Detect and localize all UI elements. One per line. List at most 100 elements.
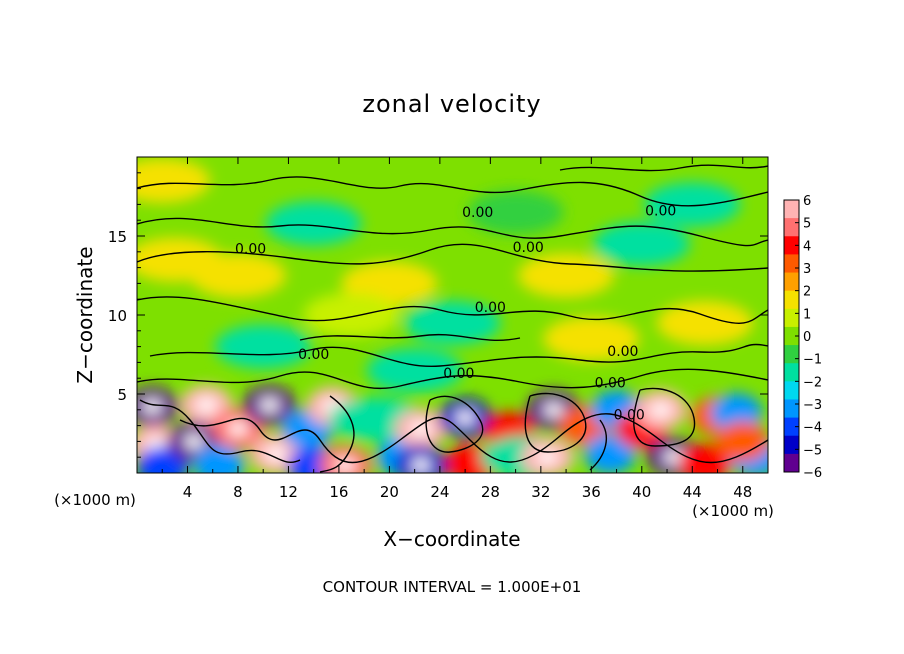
velocity-cell [303,293,400,337]
colorbar-swatch [784,218,799,237]
colorbar-label: 2 [803,285,811,300]
colorbar-label: −1 [803,353,822,368]
velocity-cell [644,182,741,227]
colorbar-label: 3 [803,262,811,277]
contour-line [179,413,768,464]
x-tick-label: 20 [380,483,399,501]
x-axis: 4 8 12 16 20 24 28 32 36 40 44 48 [161,157,752,501]
velocity-core [183,434,204,449]
colorbar-label: −4 [803,421,822,436]
velocity-cell [678,443,731,473]
x-axis-label: X−coordinate [383,527,520,551]
velocity-core [259,398,280,413]
x-tick-label: 12 [279,483,298,501]
x-tick-label: 8 [233,483,243,501]
colorbar-label: 1 [803,307,811,322]
colorbar-swatch [784,200,799,219]
y-tick-label: 15 [108,228,127,246]
velocity-core [663,450,684,465]
colorbar-label: 5 [803,217,811,232]
velocity-cell [404,300,501,345]
x-tick-label: 36 [582,483,601,501]
colorbar-swatch [784,254,799,274]
x-tick-label: 40 [632,483,651,501]
colorbar-label: 4 [803,239,811,254]
field-blobs [137,158,768,473]
zero-contours [137,164,768,473]
colorbar-label: −3 [803,398,822,413]
contour-label: 0.00 [595,376,626,392]
contour-interval-note: CONTOUR INTERVAL = 1.000E+01 [323,578,582,596]
contour-label: 0.00 [645,203,676,219]
velocity-core [410,458,431,473]
x-tick-label: 4 [183,483,193,501]
contour-line [319,395,355,473]
contour-line [524,392,587,453]
velocity-core [227,421,248,436]
velocity-cell [467,190,564,235]
contour-line [633,387,696,447]
velocity-cell [716,421,768,462]
colorbar-swatch [784,326,799,346]
colorbar-swatch [784,453,799,473]
y-axis-label: Z−coordinate [73,246,97,383]
colorbar-swatch [784,399,799,419]
colorbar-swatch [784,381,799,400]
contour-label: 0.00 [235,241,266,257]
velocity-cell [215,324,312,369]
contour-line [559,164,768,172]
x-tick-label: 32 [531,483,550,501]
y-tick-label: 10 [108,307,127,325]
chart-title: zonal velocity [362,90,541,118]
contour-line [137,296,768,324]
colorbar-swatch [784,363,799,382]
contour-label: 0.00 [475,300,506,316]
colorbar-label: −5 [803,443,822,458]
velocity-cell [137,158,211,203]
velocity-core [543,402,564,417]
contour-label: 0.00 [513,240,544,256]
contour-line [589,419,608,471]
y-axis: 5 10 15 [108,172,768,458]
contour-label: 0.00 [614,407,645,423]
x-tick-label: 44 [683,483,702,501]
velocity-cell [656,300,753,345]
velocity-core [335,458,356,473]
x-tick-label: 16 [329,483,348,501]
contour-line [425,395,484,453]
contour-label: 0.00 [462,205,493,221]
colorbar-swatch [784,290,799,310]
velocity-core [537,450,558,465]
velocity-core [455,410,476,425]
colorbar-label: 6 [803,194,811,209]
x-tick-label: 48 [733,483,752,501]
velocity-cell [265,201,362,246]
velocity-cell [543,316,640,361]
contour-line [139,399,301,463]
colorbar-swatch [784,308,799,328]
x-tick-label: 24 [430,483,449,501]
velocity-cell [189,253,286,298]
velocity-cell [593,221,690,266]
colorbar-label: −6 [803,466,822,481]
colorbar-swatch [784,236,799,255]
contour-line [149,343,768,368]
velocity-cell [193,445,246,473]
velocity-cell [518,253,615,298]
contour-line [137,243,768,272]
contour-line [137,176,768,207]
colorbar-label: 0 [803,330,811,345]
colorbar-swatch [784,435,799,455]
contour-line [137,368,768,390]
x-unit-right: (×1000 m) [692,502,774,520]
colorbar-swatch [784,417,799,437]
velocity-field [137,158,768,473]
plot-area: 0.00 0.00 0.00 0.00 0.00 0.00 0.00 0.00 0.00 0.00 [136,156,769,474]
colorbar: 6 5 4 3 2 1 0 −1 −2 −3 −4 −5 −6 [783,194,822,481]
x-unit-left: (×1000 m) [54,491,136,509]
colorbar-swatch [784,345,799,364]
contour-label: 0.00 [443,366,474,382]
contour-label: 0.00 [298,347,329,363]
y-tick-label: 5 [117,386,127,404]
